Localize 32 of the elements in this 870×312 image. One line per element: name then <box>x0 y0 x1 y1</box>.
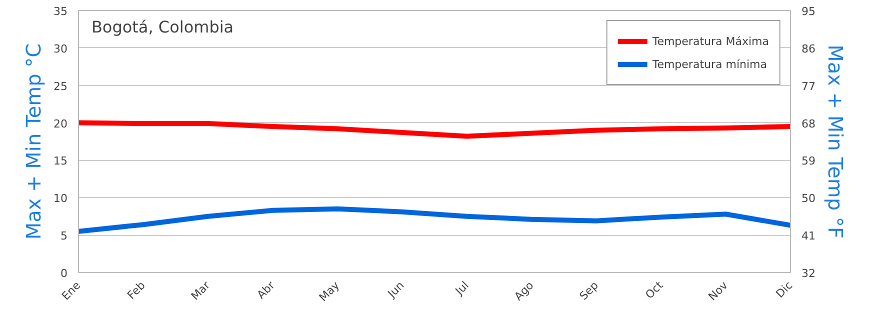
y2-tick-label: 86 <box>802 42 816 56</box>
y2-tick-label: 95 <box>802 5 816 18</box>
y2-axis-title: Max + Min Temp °F <box>823 44 848 238</box>
y2-tick-label: 59 <box>802 154 816 168</box>
y-tick-label: 0 <box>60 267 68 280</box>
y2-tick-label: 32 <box>802 267 816 280</box>
legend-label: Temperatura Máxima <box>652 34 769 48</box>
legend-label: Temperatura mínima <box>652 58 767 70</box>
text: Bogotá, Colombia <box>91 18 234 36</box>
x-tick-label: Sep <box>577 278 601 303</box>
y2-tick-label: 77 <box>802 80 816 93</box>
y2-tick-label: 50 <box>802 192 816 206</box>
y-tick-label: 20 <box>54 117 68 130</box>
x-tick-label: Dic <box>773 278 796 301</box>
x-tick-label: Abr <box>254 278 278 302</box>
x-tick-label: Jun <box>384 278 407 301</box>
y-tick-label: 10 <box>54 192 68 206</box>
y-tick-label: 15 <box>54 154 68 168</box>
y-tick-label: 5 <box>60 230 68 243</box>
y2-tick-label: 68 <box>802 117 816 130</box>
y-axis-title: Max + Min Temp °C <box>22 43 46 240</box>
x-tick-label: Mar <box>188 278 213 303</box>
x-tick-label: Ene <box>59 278 84 303</box>
x-tick-label: Ago <box>512 278 536 304</box>
x-tick-label: Feb <box>124 278 148 302</box>
x-tick-label: Jul <box>452 278 472 298</box>
y2-tick-label: 41 <box>802 230 816 243</box>
y-tick-label: 30 <box>54 42 68 56</box>
y-tick-label: 35 <box>54 5 68 18</box>
x-tick-label: Oct <box>642 278 666 302</box>
y-tick-label: 25 <box>54 80 68 93</box>
x-tick-label: Nov <box>706 278 731 304</box>
